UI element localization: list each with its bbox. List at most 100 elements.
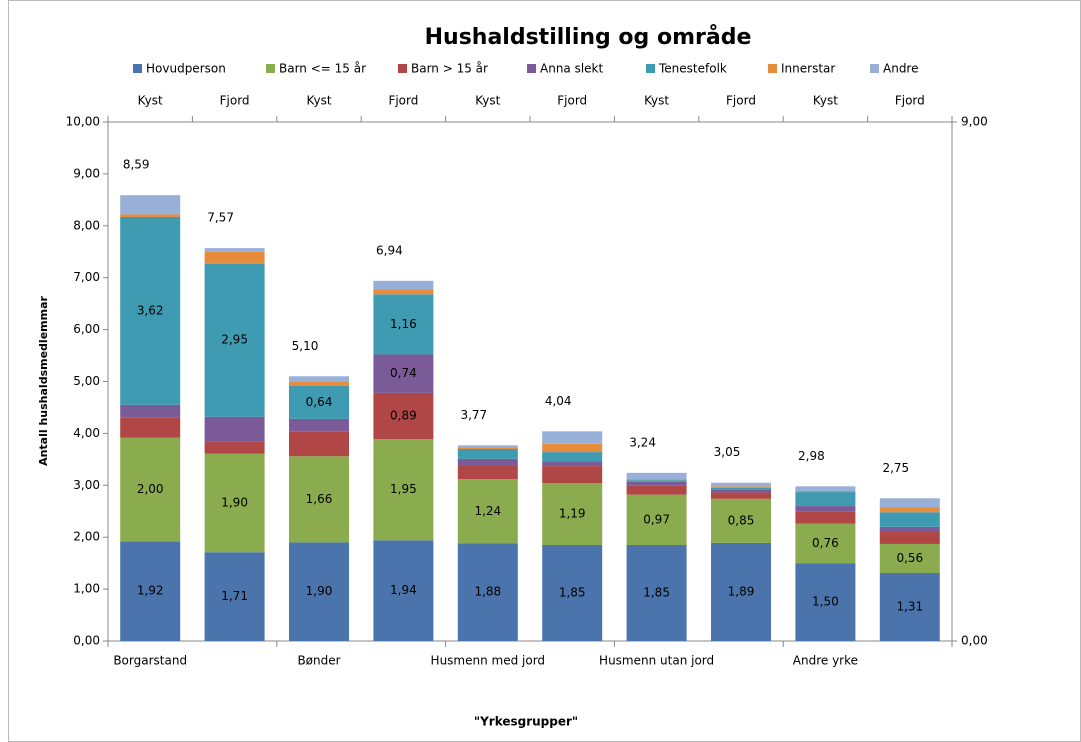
bar-segment xyxy=(542,443,603,453)
segment-label: 1,95 xyxy=(390,482,417,496)
bar-segment xyxy=(795,563,856,641)
group-label: Andre yrke xyxy=(793,654,858,668)
bar-segment xyxy=(542,466,603,484)
bar-segment xyxy=(373,294,434,355)
bar-segment xyxy=(120,417,181,438)
bar-segment xyxy=(457,458,518,466)
segment-label: 0,89 xyxy=(390,409,417,423)
bar-segment xyxy=(879,507,940,513)
bar-segment xyxy=(542,431,603,444)
bar-segment xyxy=(542,483,603,545)
bar-segment xyxy=(289,542,349,641)
bar-segment xyxy=(879,573,940,641)
y-tick-label: 6,00 xyxy=(73,322,100,336)
segment-label: 1,90 xyxy=(306,584,333,598)
legend-label: Barn <= 15 år xyxy=(279,62,366,76)
bar-segment xyxy=(711,542,771,641)
bar-segment xyxy=(879,512,940,527)
bar-segment xyxy=(204,251,265,264)
bar-segment xyxy=(626,480,687,482)
bar-segment xyxy=(457,447,518,449)
legend-swatch xyxy=(398,64,407,73)
segment-label: 1,85 xyxy=(643,585,670,599)
y-tick-label: 9,00 xyxy=(73,166,100,180)
bar-segment xyxy=(289,385,349,419)
segment-label: 1,24 xyxy=(474,504,501,518)
bar-segment xyxy=(457,465,518,480)
y-tick-label: 2,00 xyxy=(73,530,100,544)
y-tick-label: 7,00 xyxy=(73,270,100,284)
segment-label: 1,19 xyxy=(559,507,586,521)
bar-segment xyxy=(626,479,687,481)
bar-segment xyxy=(795,523,856,564)
group-label: Borgarstand xyxy=(113,654,187,668)
bar-segment xyxy=(626,472,687,480)
bar-segment xyxy=(204,248,265,252)
bar-segment xyxy=(626,481,687,486)
group-label: Husmenn med jord xyxy=(431,654,546,668)
bar-segment xyxy=(711,482,771,487)
bar-segment xyxy=(542,461,603,467)
category-label: Fjord xyxy=(220,94,250,108)
y-tick-label: 3,00 xyxy=(73,478,100,492)
bar-segment xyxy=(879,526,940,533)
bar-segment xyxy=(120,216,181,405)
legend-swatch xyxy=(527,64,536,73)
segment-label: 0,97 xyxy=(643,512,670,526)
total-label: 2,75 xyxy=(882,461,909,475)
bar-segment xyxy=(373,280,434,290)
bar-segment xyxy=(204,453,265,553)
category-label: Fjord xyxy=(895,94,925,108)
legend-swatch xyxy=(646,64,655,73)
segment-label: 1,16 xyxy=(390,317,417,331)
bar-segment xyxy=(626,485,687,495)
total-label: 3,24 xyxy=(629,435,656,449)
total-label: 5,10 xyxy=(292,339,319,353)
segment-label: 0,85 xyxy=(728,513,755,527)
legend-label: Innerstar xyxy=(781,62,835,76)
y-tick-label: 8,00 xyxy=(73,218,100,232)
y2-tick-label: 0,00 xyxy=(961,634,988,648)
bar-segment xyxy=(457,445,518,448)
chart-title: Hushaldstilling og område xyxy=(425,24,752,50)
segment-label: 1,50 xyxy=(812,595,839,609)
bar-segment xyxy=(795,492,856,507)
bar-segment xyxy=(711,498,771,543)
bar-segment xyxy=(289,418,349,432)
y-axis-label: Antall hushaldsmedlemmar xyxy=(37,296,50,466)
bar-segment xyxy=(373,289,434,295)
y-tick-label: 4,00 xyxy=(73,426,100,440)
category-label: Fjord xyxy=(726,94,756,108)
total-label: 2,98 xyxy=(798,449,825,463)
segment-label: 2,95 xyxy=(221,333,248,347)
bar-segment xyxy=(373,392,434,440)
segment-label: 0,76 xyxy=(812,536,839,550)
total-label: 8,59 xyxy=(123,158,150,172)
bar-segment xyxy=(289,376,349,383)
legend-label: Hovudperson xyxy=(146,62,226,76)
total-label: 4,04 xyxy=(545,394,572,408)
bar-segment xyxy=(120,404,181,418)
bar-segment xyxy=(204,263,265,417)
total-label: 6,94 xyxy=(376,243,403,257)
category-label: Fjord xyxy=(557,94,587,108)
bar-segment xyxy=(457,448,518,459)
bar-segment xyxy=(457,479,518,544)
category-label: Kyst xyxy=(306,94,331,108)
segment-label: 1,94 xyxy=(390,583,417,597)
legend-label: Anna slekt xyxy=(540,62,604,76)
bar-segment xyxy=(711,492,771,499)
segment-label: 1,66 xyxy=(306,492,333,506)
bar-segment xyxy=(373,354,434,393)
group-label: Bønder xyxy=(297,654,340,668)
bar-segment xyxy=(711,486,771,488)
bar-segment xyxy=(542,544,603,641)
total-label: 7,57 xyxy=(207,211,234,225)
category-label: Kyst xyxy=(475,94,500,108)
category-label: Kyst xyxy=(644,94,669,108)
segment-label: 2,00 xyxy=(137,482,164,496)
segment-label: 0,64 xyxy=(306,395,333,409)
category-label: Kyst xyxy=(138,94,163,108)
bar-segment xyxy=(120,195,181,215)
